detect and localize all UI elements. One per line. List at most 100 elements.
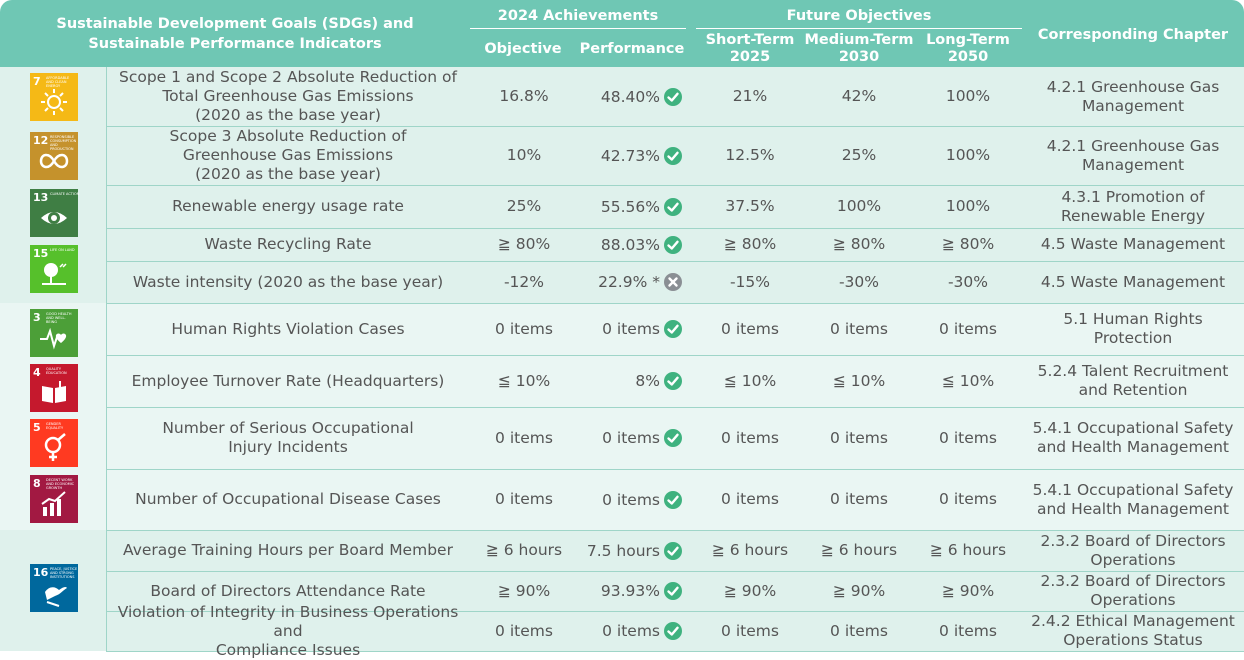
row-divider: [106, 530, 1244, 531]
chapter-cell: 5.4.1 Occupational Safety and Health Mana…: [1032, 419, 1234, 456]
short-term-cell: 0 items: [721, 621, 779, 640]
indicator-cell: Employee Turnover Rate (Headquarters): [131, 371, 445, 390]
performance-value: 7.5 hours: [586, 541, 660, 560]
chapter-cell: 4.3.1 Promotion of Renewable Energy: [1060, 187, 1206, 225]
performance-cell: 0 items: [578, 407, 682, 469]
row-divider: [106, 469, 1244, 470]
sdg-3-icon: 3 GOOD HEALTH AND WELL-BEING: [30, 309, 78, 357]
medium-term-cell: 0 items: [830, 490, 888, 508]
column-divider: [106, 67, 107, 651]
check-icon: [664, 146, 682, 165]
performance-value: 42.73%: [600, 146, 660, 165]
header-objective: Objective: [484, 41, 562, 57]
header-future: Future Objectives: [786, 8, 932, 24]
short-term-cell: 0 items: [721, 319, 779, 338]
medium-term-cell: 0 items: [830, 428, 888, 447]
header-short-term: Short-Term 2025: [705, 32, 795, 65]
check-icon: [664, 320, 682, 338]
sdg-number: 15: [33, 247, 49, 260]
sdg-7-icon: 7 AFFORDABLE AND CLEAN ENERGY: [30, 73, 78, 121]
sdg-label: PEACE, JUSTICE AND STRONG INSTITUTIONS: [50, 567, 78, 579]
sdg-4-icon: 4 QUALITY EDUCATION: [30, 364, 78, 412]
sdg-label: LIFE ON LAND: [50, 248, 75, 252]
objective-cell: 0 items: [495, 428, 553, 447]
indicator-cell: Waste Recycling Rate: [204, 235, 372, 253]
check-icon: [664, 372, 682, 390]
performance-value: 0 items: [602, 320, 660, 338]
long-term-cell: 0 items: [939, 428, 997, 447]
sdg-5-icon: 5 GENDER EQUALITY: [30, 419, 78, 467]
chapter-cell: 4.2.1 Greenhouse Gas Management: [1046, 136, 1220, 174]
chapter-cell: 4.5 Waste Management: [1040, 235, 1226, 253]
performance-value: 48.40%: [600, 87, 660, 106]
medium-term-cell: 25%: [841, 146, 877, 164]
header-long-term: Long-Term 2050: [926, 32, 1010, 65]
performance-cell: 0 items: [578, 611, 682, 651]
performance-value: 8%: [635, 372, 660, 390]
short-term-cell: ≦ 10%: [723, 371, 777, 390]
sdg-label: GOOD HEALTH AND WELL-BEING: [46, 312, 72, 324]
indicator-cell: Human Rights Violation Cases: [171, 319, 405, 338]
row-divider: [106, 303, 1244, 304]
chapter-cell: 2.3.2 Board of Directors Operations: [1040, 572, 1226, 609]
objective-cell: 0 items: [495, 490, 553, 508]
header-divider: [470, 28, 686, 29]
check-icon: [664, 490, 682, 509]
check-icon: [664, 87, 682, 106]
row-divider: [106, 355, 1244, 356]
long-term-cell: 100%: [945, 87, 991, 105]
chapter-cell: 5.4.1 Occupational Safety and Health Mana…: [1032, 480, 1234, 518]
sdg-number: 4: [33, 366, 41, 379]
sdg-13-icon: 13 CLIMATE ACTION: [30, 189, 80, 237]
medium-term-cell: -30%: [838, 272, 880, 291]
chapter-cell: 5.1 Human Rights Protection: [1063, 310, 1203, 347]
sdg-12-icon: 12 RESPONSIBLE CONSUMPTION AND PRODUCTION: [30, 132, 78, 180]
performance-cell: 22.9% *: [578, 261, 682, 303]
row-divider: [106, 571, 1244, 572]
performance-cell: 88.03%: [578, 228, 682, 261]
medium-term-cell: ≧ 6 hours: [820, 541, 898, 559]
sdg-number: 16: [33, 566, 49, 579]
sdg-number: 8: [33, 477, 41, 490]
short-term-cell: 0 items: [721, 490, 779, 508]
header-divider: [696, 28, 1022, 29]
table-header: Sustainable Development Goals (SDGs) and…: [0, 0, 1244, 67]
row-divider: [106, 126, 1244, 127]
sdg-15-icon: 15 LIFE ON LAND: [30, 245, 78, 293]
objective-cell: ≦ 10%: [497, 371, 551, 390]
short-term-cell: -15%: [729, 272, 771, 291]
short-term-cell: 21%: [732, 87, 768, 105]
chapter-cell: 2.4.2 Ethical Management Operations Statu…: [1031, 612, 1235, 649]
long-term-cell: 0 items: [939, 490, 997, 508]
medium-term-cell: ≦ 10%: [832, 371, 886, 390]
header-performance: Performance: [579, 41, 685, 57]
objective-cell: ≧ 90%: [497, 581, 551, 600]
check-icon: [664, 582, 682, 600]
header-achievements: 2024 Achievements: [497, 8, 659, 24]
medium-term-cell: 0 items: [830, 621, 888, 640]
indicator-cell: Board of Directors Attendance Rate: [150, 581, 426, 600]
short-term-cell: 12.5%: [725, 146, 775, 164]
medium-term-cell: 42%: [841, 87, 877, 105]
sdg-label: DECENT WORK AND ECONOMIC GROWTH: [46, 478, 75, 490]
medium-term-cell: ≧ 90%: [832, 581, 886, 600]
row-band: [0, 303, 1244, 530]
performance-value: 93.93%: [600, 582, 660, 600]
medium-term-cell: 0 items: [830, 319, 888, 338]
row-divider: [106, 185, 1244, 186]
long-term-cell: 100%: [945, 197, 991, 215]
long-term-cell: 0 items: [939, 319, 997, 338]
long-term-cell: -30%: [947, 272, 989, 291]
check-icon: [664, 197, 682, 216]
performance-value: 55.56%: [600, 197, 660, 216]
row-band: [0, 530, 1244, 651]
short-term-cell: 0 items: [721, 428, 779, 447]
sdg-number: 7: [33, 75, 41, 88]
performance-cell: 7.5 hours: [578, 530, 682, 571]
performance-cell: 55.56%: [578, 185, 682, 228]
objective-cell: 0 items: [495, 319, 553, 338]
performance-cell: 93.93%: [578, 571, 682, 611]
sdg-label: CLIMATE ACTION: [50, 192, 80, 196]
header-chapter: Corresponding Chapter: [1037, 27, 1229, 43]
